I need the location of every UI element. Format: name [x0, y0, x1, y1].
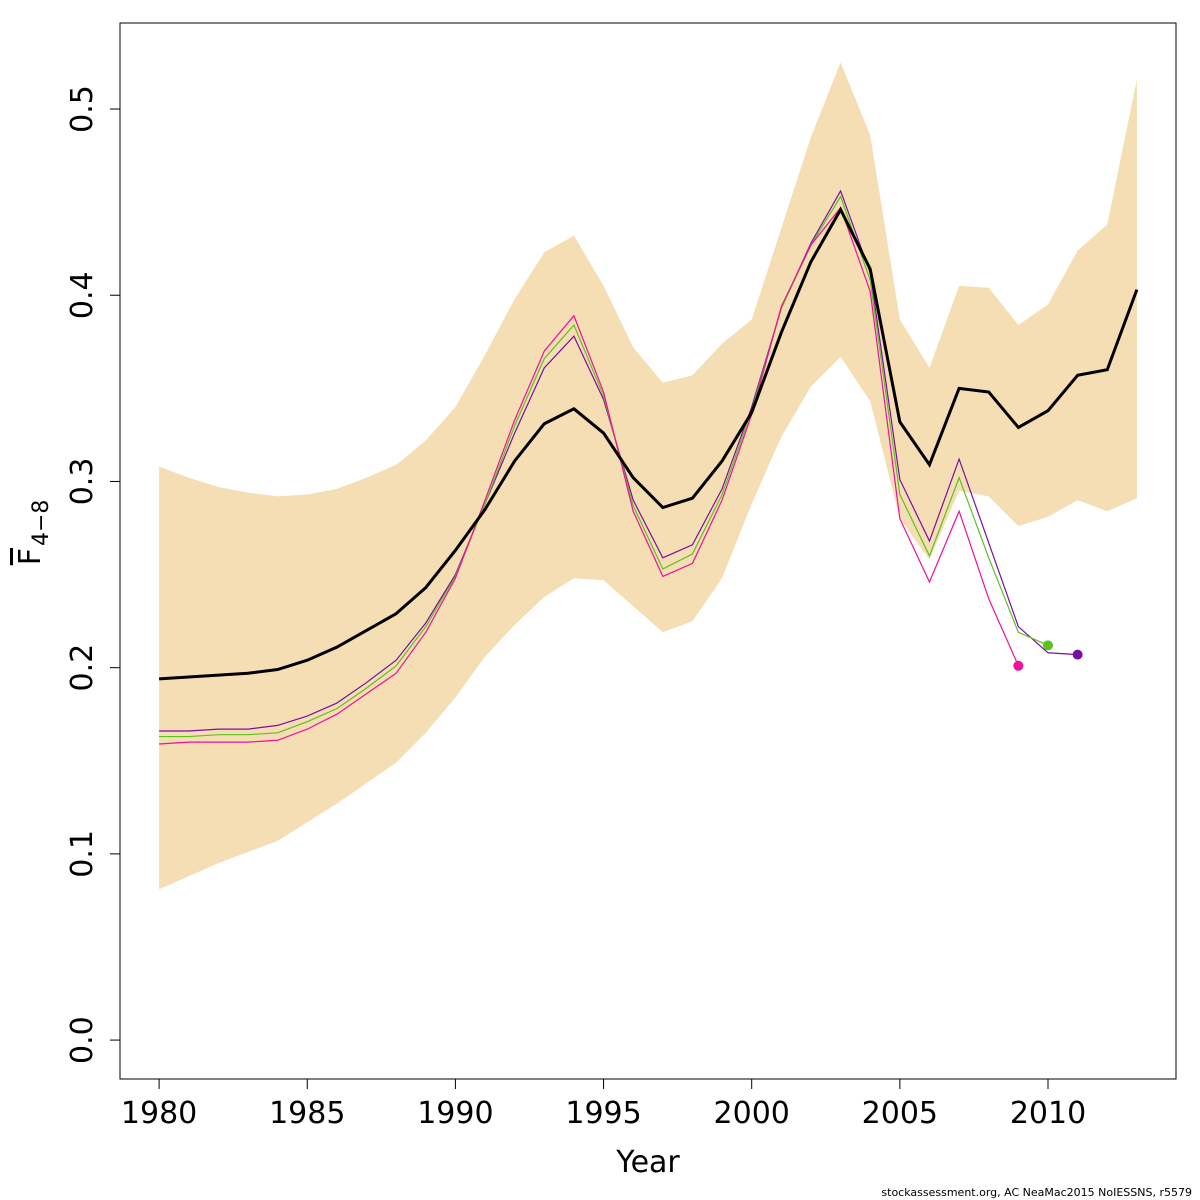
y-axis-label: F [13, 548, 48, 565]
x-tick-label: 2005 [862, 1096, 938, 1131]
y-tick-label: 0.2 [65, 644, 100, 692]
x-axis-label: Year [615, 1145, 680, 1180]
x-tick-label: 1985 [269, 1096, 345, 1131]
retro-line [159, 195, 1049, 738]
y-tick-label: 0.3 [65, 458, 100, 506]
x-tick-label: 1995 [565, 1096, 641, 1131]
end-marker [1043, 640, 1053, 651]
y-tick-label: 0.4 [65, 271, 100, 319]
y-axis-label-group: F 4−8 [13, 500, 54, 566]
y-tick-label: 0.1 [65, 830, 100, 878]
confidence-band [159, 62, 1137, 890]
y-tick-label: 0.0 [65, 1016, 100, 1064]
y-tick-label: 0.5 [65, 85, 100, 133]
estimate-line [159, 206, 1139, 681]
x-tick-label: 1990 [417, 1096, 493, 1131]
x-tick-label: 2010 [1010, 1096, 1086, 1131]
footnote: stockassessment.org, AC NeaMac2015 NoIES… [881, 1186, 1192, 1199]
x-tick-label: 2000 [714, 1096, 790, 1131]
plot-frame [119, 22, 1177, 1080]
x-tick-label: 1980 [121, 1096, 197, 1131]
retro-line [159, 206, 1019, 745]
end-marker [1072, 649, 1083, 660]
end-marker [1013, 660, 1024, 671]
y-axis-label-subscript: 4−8 [29, 500, 54, 546]
